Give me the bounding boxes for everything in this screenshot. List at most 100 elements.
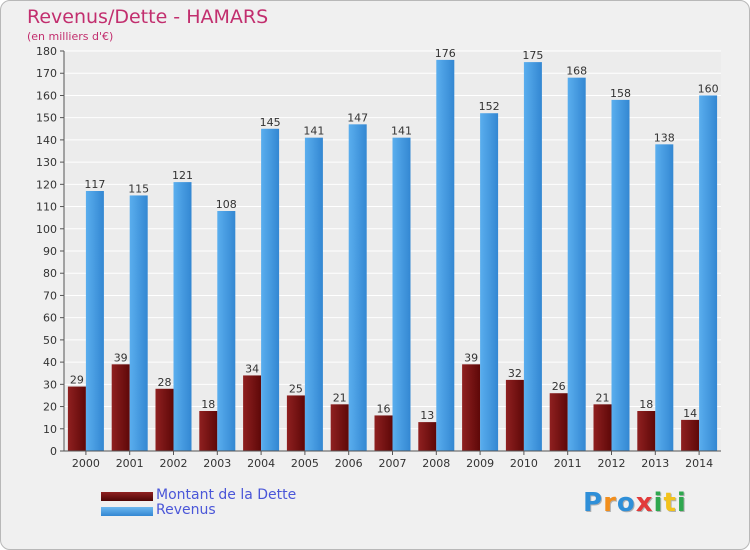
bar-debt-2011: [549, 393, 568, 451]
data-label-revenue: 138: [654, 131, 675, 144]
x-tick-label: 2006: [335, 457, 363, 470]
data-label-revenue: 108: [216, 198, 237, 211]
y-tick-label: 180: [36, 45, 57, 58]
data-label-debt: 13: [420, 409, 434, 422]
bar-debt-2001: [111, 364, 130, 451]
data-label-debt: 26: [552, 380, 566, 393]
bar-revenue-2010: [523, 62, 542, 451]
x-tick-label: 2001: [116, 457, 144, 470]
logo-letter: r: [603, 488, 617, 518]
data-label-debt: 21: [596, 391, 610, 404]
data-label-debt: 39: [464, 351, 478, 364]
x-tick-label: 2005: [291, 457, 319, 470]
y-tick-label: 50: [43, 334, 57, 347]
y-tick-label: 130: [36, 156, 57, 169]
y-tick-label: 20: [43, 401, 57, 414]
y-tick-label: 170: [36, 67, 57, 80]
legend-label-revenue: Revenus: [156, 502, 216, 518]
bar-revenue-2003: [217, 211, 236, 451]
data-label-debt: 25: [289, 382, 303, 395]
y-tick-label: 100: [36, 223, 57, 236]
x-tick-label: 2002: [160, 457, 188, 470]
logo-letter: i: [653, 488, 664, 518]
data-label-revenue: 168: [566, 65, 587, 78]
y-tick-label: 40: [43, 356, 57, 369]
data-label-revenue: 176: [435, 47, 456, 60]
legend-label-debt: Montant de la Dette: [156, 487, 297, 503]
bar-revenue-2005: [304, 137, 323, 451]
bar-debt-2000: [67, 386, 86, 451]
y-tick-label: 120: [36, 178, 57, 191]
x-tick-label: 2011: [554, 457, 582, 470]
y-tick-label: 110: [36, 201, 57, 214]
y-tick-label: 80: [43, 267, 57, 280]
data-label-revenue: 141: [303, 125, 324, 138]
bar-revenue-2011: [567, 77, 586, 452]
bar-debt-2014: [681, 419, 700, 451]
bar-debt-2008: [418, 422, 437, 451]
y-tick-label: 90: [43, 245, 57, 258]
bar-revenue-2009: [480, 113, 499, 451]
bar-revenue-2008: [436, 59, 455, 452]
data-label-revenue: 145: [260, 116, 281, 129]
data-label-debt: 16: [377, 402, 391, 415]
data-label-revenue: 160: [698, 82, 719, 95]
y-tick-label: 70: [43, 289, 57, 302]
chart-subtitle: (en milliers d'€): [27, 30, 114, 43]
logo-letter: x: [635, 488, 654, 518]
x-tick-label: 2013: [641, 457, 669, 470]
x-tick-label: 2008: [422, 457, 450, 470]
y-tick-label: 140: [36, 134, 57, 147]
bar-debt-2012: [593, 404, 612, 451]
bar-revenue-2012: [611, 99, 630, 451]
y-tick-label: 10: [43, 423, 57, 436]
data-label-revenue: 147: [347, 111, 368, 124]
bar-debt-2013: [637, 411, 656, 451]
x-tick-label: 2010: [510, 457, 538, 470]
logo-letter: i: [676, 488, 687, 518]
data-label-revenue: 141: [391, 125, 412, 138]
legend-swatch-debt: [101, 492, 153, 501]
bar-debt-2004: [243, 375, 262, 451]
data-label-debt: 29: [70, 374, 84, 387]
bar-revenue-2001: [129, 195, 148, 451]
logo-letter: t: [663, 488, 677, 518]
bar-debt-2006: [330, 404, 349, 451]
bar-debt-2007: [374, 415, 393, 451]
logo-letter: P: [583, 488, 604, 518]
data-label-revenue: 158: [610, 87, 631, 100]
data-label-debt: 32: [508, 367, 522, 380]
bar-revenue-2002: [173, 182, 192, 451]
data-label-debt: 34: [245, 362, 259, 375]
data-label-revenue: 117: [84, 178, 105, 191]
x-tick-label: 2004: [247, 457, 275, 470]
chart-title: Revenus/Dette - HAMARS: [27, 6, 269, 28]
data-label-debt: 39: [114, 351, 128, 364]
data-label-debt: 28: [158, 376, 172, 389]
data-label-debt: 14: [683, 407, 697, 420]
y-tick-label: 30: [43, 378, 57, 391]
bar-revenue-2004: [261, 128, 280, 451]
data-label-debt: 18: [201, 398, 215, 411]
proxiti-logo: Proxiti: [583, 488, 687, 518]
bar-debt-2010: [505, 379, 524, 451]
x-tick-label: 2012: [598, 457, 626, 470]
x-tick-label: 2014: [685, 457, 713, 470]
y-tick-label: 150: [36, 112, 57, 125]
y-tick-label: 0: [50, 445, 57, 458]
data-label-revenue: 115: [128, 182, 149, 195]
bar-revenue-2013: [655, 144, 674, 452]
bar-revenue-2000: [85, 191, 104, 451]
y-tick-label: 60: [43, 312, 57, 325]
x-tick-label: 2007: [379, 457, 407, 470]
data-label-revenue: 152: [479, 100, 500, 113]
bar-debt-2009: [462, 364, 481, 451]
x-tick-label: 2009: [466, 457, 494, 470]
bar-revenue-2014: [699, 95, 718, 451]
data-label-revenue: 121: [172, 169, 193, 182]
data-label-debt: 18: [639, 398, 653, 411]
bar-debt-2005: [286, 395, 305, 451]
x-tick-label: 2000: [72, 457, 100, 470]
